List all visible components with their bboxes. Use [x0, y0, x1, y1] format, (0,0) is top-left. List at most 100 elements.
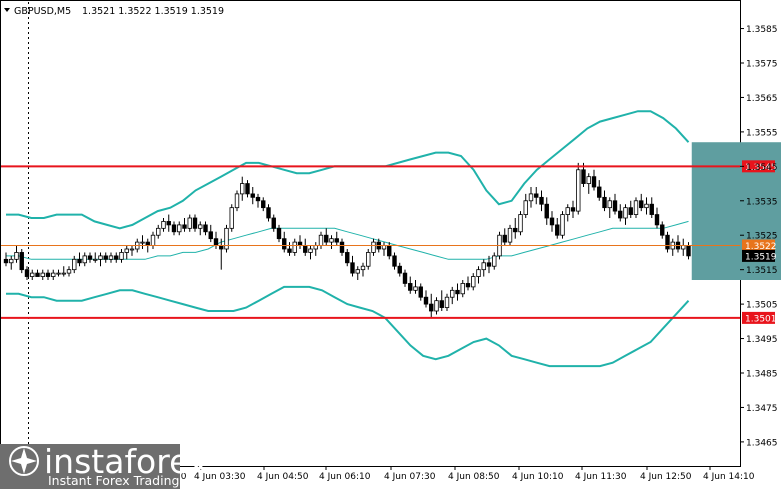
- candle: [555, 218, 560, 239]
- candle: [607, 197, 612, 218]
- level-price-tag: 1.3545: [742, 160, 777, 173]
- candle-body: [213, 238, 219, 246]
- candle: [224, 224, 229, 253]
- candle: [103, 252, 108, 263]
- candle: [570, 200, 576, 218]
- candle-body: [628, 207, 633, 215]
- x-tick-label: 4 Jun 14:10: [703, 472, 755, 482]
- candle: [534, 187, 539, 205]
- candle-body: [471, 276, 476, 288]
- candle: [628, 200, 633, 218]
- candle: [392, 252, 397, 270]
- candle-body: [681, 245, 686, 250]
- candle: [434, 297, 439, 315]
- candle: [177, 221, 182, 236]
- candle-body: [686, 245, 691, 257]
- candle: [334, 231, 339, 246]
- candle-body: [271, 217, 276, 229]
- candle: [597, 180, 602, 201]
- candle: [156, 224, 161, 239]
- candle-body: [313, 245, 318, 250]
- bollinger-upper-band: [6, 110, 690, 230]
- candle-body: [61, 272, 66, 275]
- logo-tagline: Instant Forex Trading: [48, 473, 179, 488]
- candle-body: [591, 176, 597, 188]
- candle: [460, 280, 465, 298]
- candle-body: [649, 203, 654, 215]
- symbol-menu-icon[interactable]: [4, 8, 10, 12]
- y-tick-label: 1.3485: [746, 370, 778, 380]
- candle: [255, 193, 261, 208]
- candle: [355, 266, 360, 280]
- candle: [565, 204, 570, 222]
- candle-body: [56, 272, 61, 275]
- x-tick-label: 4 Jun 03:30: [194, 472, 246, 482]
- y-tick-label: 1.3575: [746, 60, 778, 70]
- candle-body: [303, 245, 308, 253]
- candle: [549, 211, 555, 232]
- candle-body: [455, 289, 460, 295]
- candle: [528, 187, 534, 208]
- candle: [229, 204, 234, 232]
- candle: [9, 255, 14, 270]
- candle-body: [486, 262, 492, 267]
- candle: [187, 214, 192, 232]
- candle: [150, 231, 156, 249]
- y-tick-label: 1.3495: [746, 335, 778, 345]
- candle-body: [82, 255, 87, 264]
- candle-body: [161, 221, 166, 229]
- candle-body: [250, 193, 255, 198]
- candle: [266, 204, 271, 222]
- candle-body: [397, 265, 402, 274]
- candle: [208, 224, 213, 243]
- candle-body: [329, 238, 334, 243]
- candle-body: [387, 245, 392, 257]
- y-tick-label: 1.3475: [746, 404, 778, 414]
- candle: [675, 235, 681, 253]
- candle: [681, 238, 686, 256]
- candle-body: [292, 241, 297, 253]
- candle-body: [644, 203, 649, 209]
- y-tick-label: 1.3545: [746, 163, 778, 173]
- candle-body: [513, 227, 518, 233]
- candle-body: [408, 283, 413, 291]
- candle-body: [150, 234, 156, 246]
- candle-body: [355, 269, 360, 274]
- candle-body: [324, 234, 329, 243]
- candle-body: [255, 196, 261, 202]
- candle: [408, 276, 413, 294]
- candle-body: [19, 252, 24, 271]
- candle-body: [507, 227, 513, 243]
- candle: [623, 204, 628, 225]
- candle: [518, 211, 523, 236]
- candle-body: [87, 255, 93, 260]
- candle-body: [182, 224, 187, 229]
- candle: [649, 197, 654, 218]
- candle-body: [518, 214, 523, 233]
- candle: [402, 269, 408, 287]
- candle-body: [9, 258, 14, 264]
- candle: [660, 221, 665, 239]
- candle-body: [607, 200, 612, 209]
- x-tick-label: 4 Jun 06:10: [319, 472, 371, 482]
- candle-body: [282, 238, 287, 250]
- candle-body: [523, 200, 528, 215]
- candle-body: [528, 193, 534, 202]
- candle-body: [98, 255, 103, 260]
- candle: [271, 214, 276, 232]
- candle: [444, 293, 450, 311]
- candle-body: [103, 255, 108, 260]
- candle-body: [276, 227, 282, 240]
- instaforex-logo: instaforex Instant Forex Trading: [0, 442, 208, 489]
- candle: [686, 242, 691, 260]
- candle: [245, 180, 250, 198]
- candle-body: [534, 193, 539, 198]
- candle-body: [208, 231, 213, 240]
- candle-body: [35, 272, 40, 277]
- candle: [124, 245, 129, 260]
- candle: [654, 207, 660, 229]
- candle: [166, 214, 171, 232]
- candle-body: [581, 169, 586, 184]
